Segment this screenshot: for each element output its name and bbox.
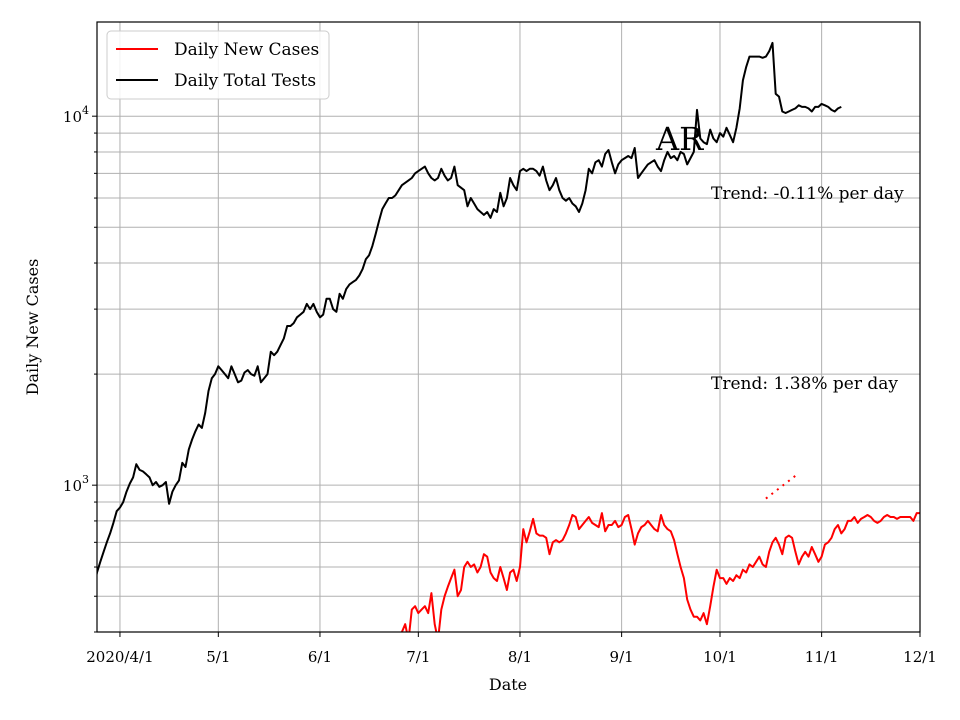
x-tick-label: 2020/4/1 <box>86 648 153 666</box>
y-tick-exponent: 4 <box>82 104 89 117</box>
y-tick-exponent: 3 <box>82 473 89 486</box>
x-tick-label: 9/1 <box>610 648 634 666</box>
trend-annotation-cases: Trend: 1.38% per day <box>711 374 898 394</box>
y-axis-label: Daily New Cases <box>23 259 42 396</box>
legend-label-cases: Daily New Cases <box>174 40 319 60</box>
series-line-daily-new-cases <box>400 512 920 632</box>
legend: Daily New Cases Daily Total Tests <box>106 30 330 100</box>
grid <box>97 22 921 633</box>
x-tick-label: 6/1 <box>308 648 332 666</box>
series-layer <box>97 41 920 632</box>
plot-frame <box>96 21 921 633</box>
legend-box <box>106 30 330 100</box>
x-tick-label: 8/1 <box>508 648 532 666</box>
x-tick-label: 12/1 <box>903 648 937 666</box>
state-label: AR <box>655 120 704 158</box>
x-axis-label: Date <box>489 675 527 694</box>
series-line-daily-total-tests <box>97 41 842 577</box>
x-axis-ticks: 2020/4/1 5/1 6/1 7/1 8/1 9/1 10/1 11/1 12/1 <box>86 632 937 666</box>
trend-annotation-tests: Trend: -0.11% per day <box>711 184 904 204</box>
legend-label-tests: Daily Total Tests <box>174 71 316 91</box>
x-tick-label: 5/1 <box>206 648 230 666</box>
x-tick-label: 7/1 <box>406 648 430 666</box>
x-tick-label: 10/1 <box>703 648 737 666</box>
x-tick-label: 11/1 <box>805 648 839 666</box>
